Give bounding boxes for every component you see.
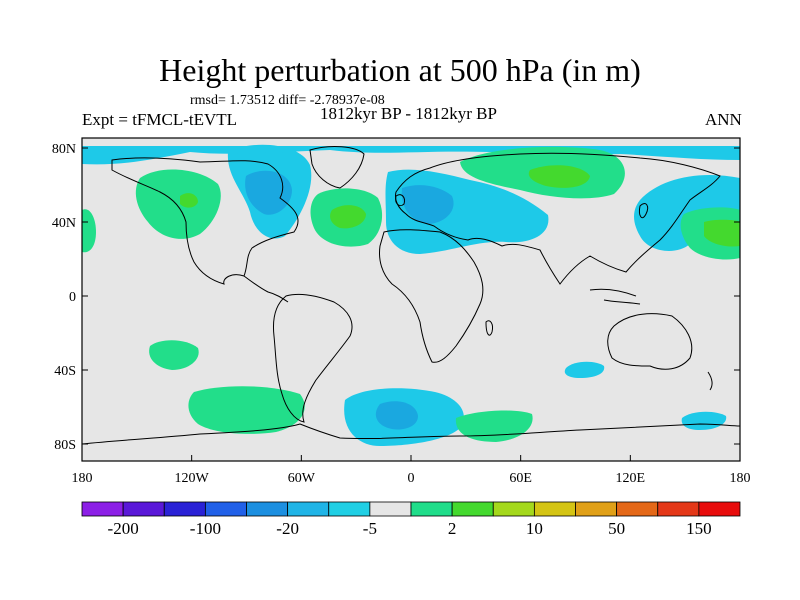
colorbar-box — [122, 501, 165, 517]
lon-tick-label: 180 — [72, 471, 93, 486]
colorbar-box — [369, 501, 412, 517]
anomaly-east-pacific-positive — [82, 209, 96, 253]
longitude-axis: 180 120W 60W 0 60E 120E 180 — [72, 455, 751, 486]
colorbar-box — [698, 501, 741, 517]
colorbar-box — [533, 501, 576, 517]
coast-greenland — [309, 146, 365, 189]
coast-north-america — [111, 157, 299, 285]
colorbar-box — [410, 501, 453, 517]
stats-line: rmsd= 1.73512 diff= -2.78937e-08 — [190, 93, 385, 108]
anomaly-europe-core — [401, 185, 454, 224]
coast-uk — [395, 194, 405, 207]
anomaly-north-atlantic-core — [330, 205, 366, 229]
latitude-axis: 80N 40N 0 40S 80S — [52, 142, 740, 453]
anomaly-west-north-america-core — [180, 193, 198, 208]
colorbar-box — [287, 501, 330, 517]
coastlines — [81, 146, 741, 445]
coast-madagascar — [485, 320, 493, 336]
lon-tick-label: 120E — [616, 471, 646, 486]
colorbar-box — [81, 501, 124, 517]
lat-tick-label: 40N — [52, 216, 76, 231]
colorbar-label: 2 — [448, 519, 457, 538]
lon-tick-label: 120W — [175, 471, 210, 486]
colorbar-box — [657, 501, 700, 517]
anomaly-north-america-core — [245, 170, 292, 215]
lat-tick-label: 80S — [54, 438, 76, 453]
anomaly-ross-sea-negative — [681, 411, 727, 430]
colorbar-label: 50 — [608, 519, 625, 538]
coast-eurasia — [395, 152, 721, 285]
colorbar-box — [575, 501, 618, 517]
anomaly-southeast-pacific-positive — [149, 340, 199, 370]
coast-japan — [639, 203, 649, 219]
colorbar-label: 10 — [526, 519, 543, 538]
colorbar — [81, 501, 741, 517]
coast-antarctica — [81, 423, 741, 445]
season-label: ANN — [705, 110, 742, 129]
lat-tick-label: 40S — [54, 364, 76, 379]
colorbar-label: 150 — [686, 519, 712, 538]
anomaly-fields — [82, 144, 740, 446]
period-label: 1812kyr BP - 1812kyr BP — [320, 104, 497, 123]
lon-tick-label: 60E — [509, 471, 532, 486]
colorbar-box — [328, 501, 371, 517]
coast-australia — [607, 313, 693, 370]
coast-south-america — [273, 293, 353, 423]
colorbar-label: -5 — [363, 519, 377, 538]
lon-tick-label: 180 — [730, 471, 751, 486]
anomaly-south-pacific-positive — [188, 386, 305, 434]
colorbar-box — [163, 501, 206, 517]
anomaly-south-atlantic-core — [375, 401, 418, 430]
lat-tick-label: 80N — [52, 142, 76, 157]
colorbar-label: -100 — [190, 519, 221, 538]
colorbar-box — [204, 501, 247, 517]
coast-africa — [379, 229, 484, 363]
anomaly-west-pacific-core — [704, 219, 740, 247]
map-panel — [81, 137, 741, 462]
coast-indonesia — [589, 288, 641, 305]
colorbar-box — [492, 501, 535, 517]
lon-tick-label: 60W — [288, 471, 316, 486]
colorbar-labels: -200 -100 -20 -5 2 10 50 150 — [108, 519, 712, 538]
colorbar-label: -200 — [108, 519, 139, 538]
coast-new-zealand — [707, 371, 713, 391]
experiment-label: Expt = tFMCL-tEVTL — [82, 110, 238, 129]
lon-tick-label: 0 — [408, 471, 415, 486]
anomaly-west-north-america-positive — [135, 169, 221, 239]
lat-tick-label: 0 — [69, 290, 76, 305]
plot-title: Height perturbation at 500 hPa (in m) — [159, 52, 641, 88]
colorbar-box — [616, 501, 659, 517]
colorbar-label: -20 — [276, 519, 299, 538]
colorbar-box — [246, 501, 289, 517]
colorbar-box — [451, 501, 494, 517]
anomaly-siberia-core — [528, 165, 590, 188]
anomaly-indian-ocean-negative — [564, 361, 605, 378]
